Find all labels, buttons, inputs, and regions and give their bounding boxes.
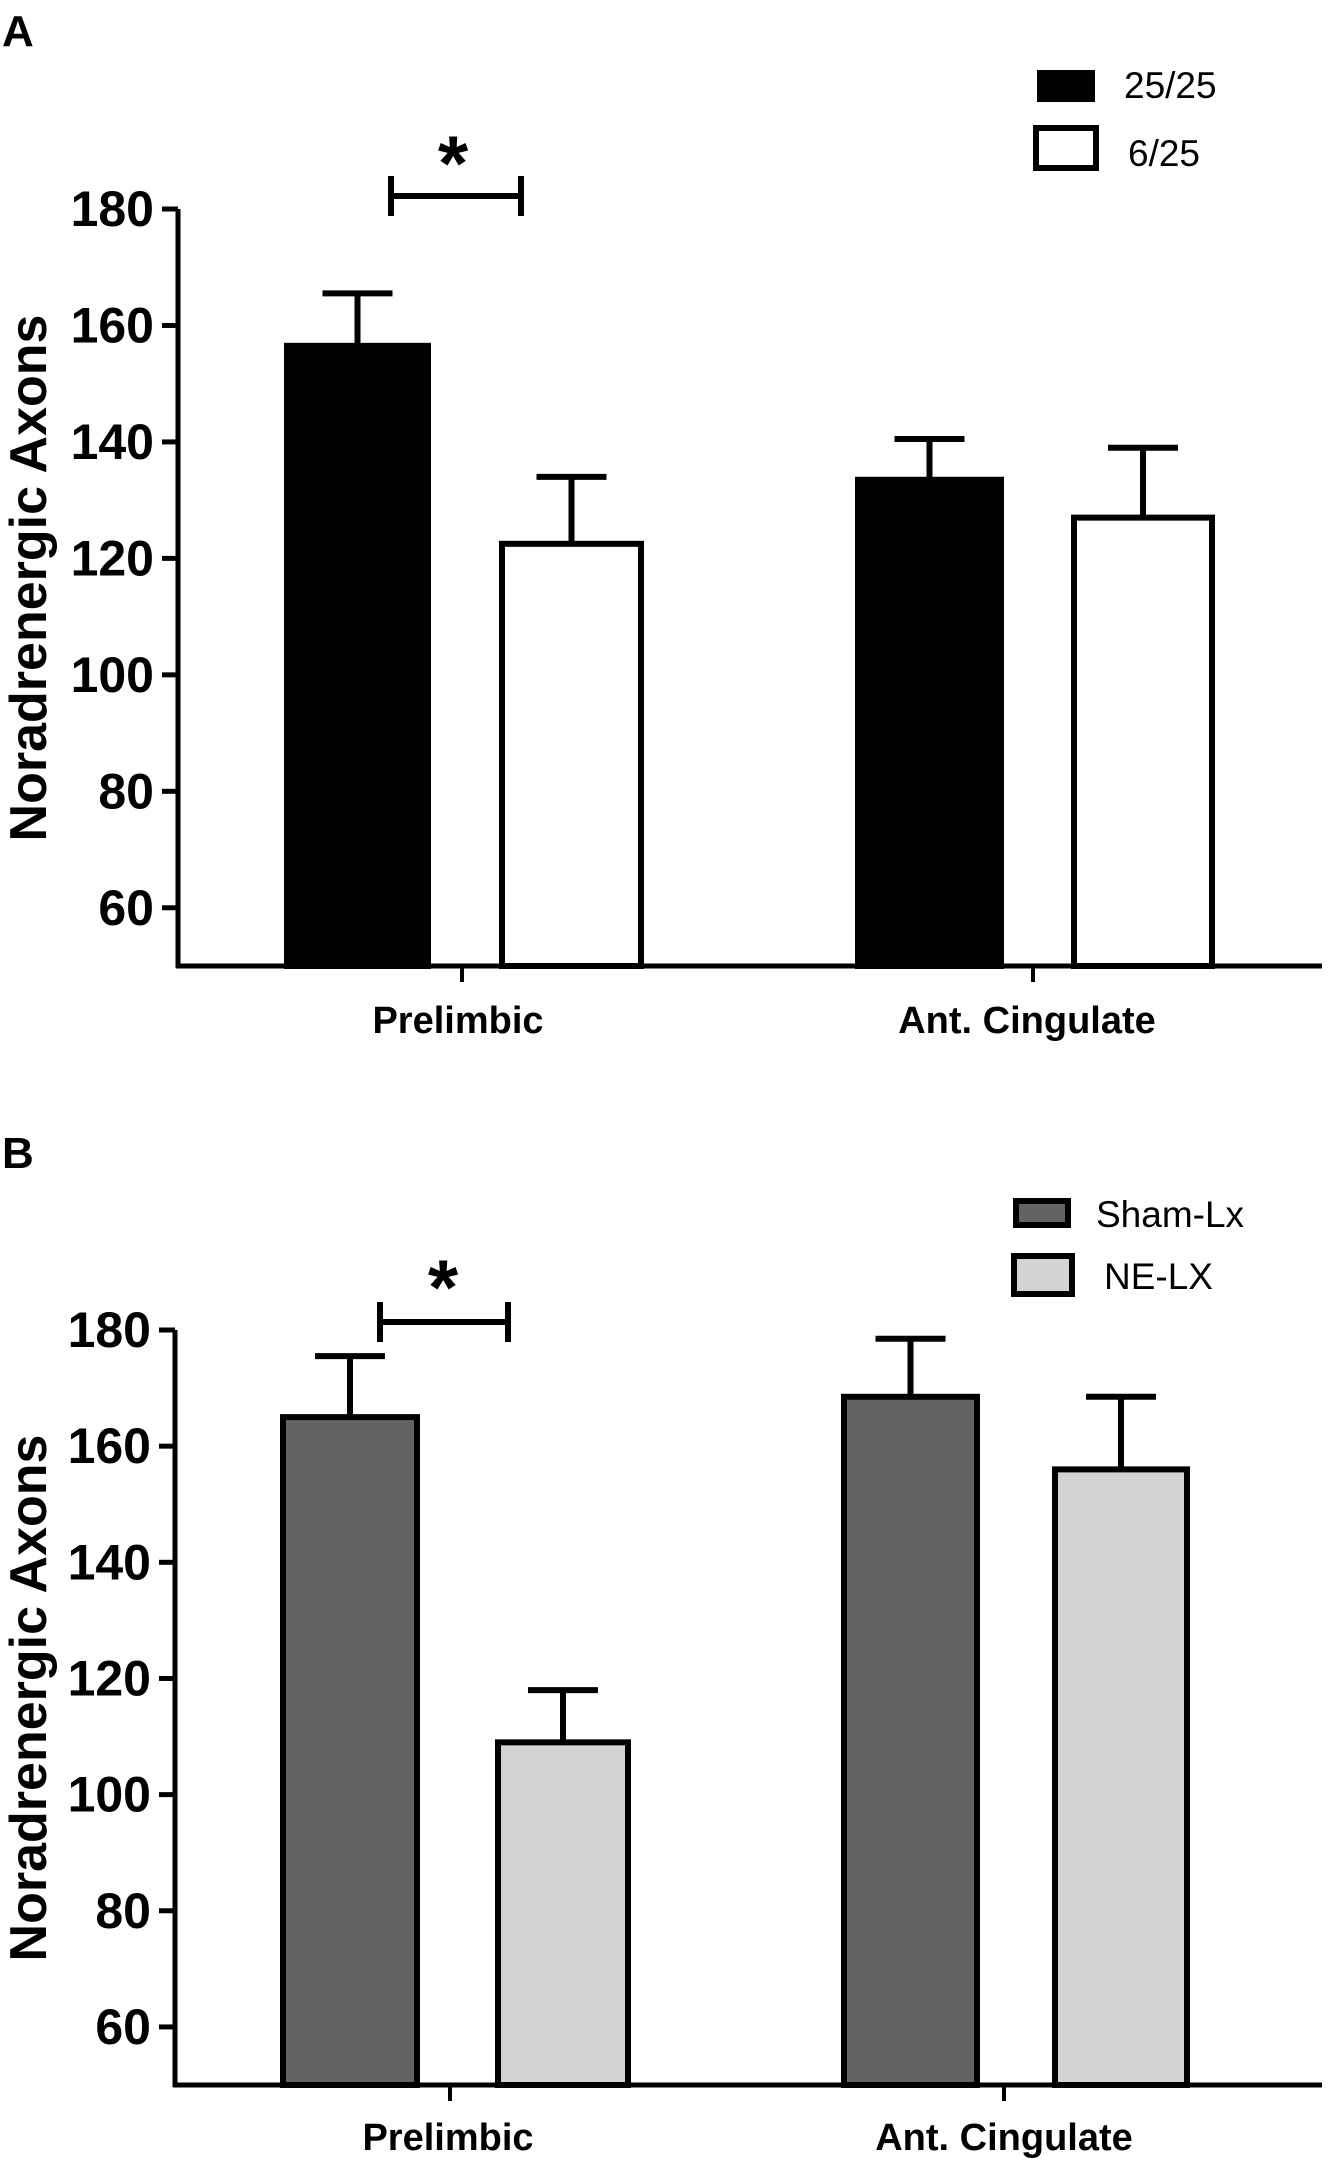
y-tick-label: 140 (71, 414, 154, 470)
axes (172, 1330, 1322, 2101)
bar-6-25-prelimbic (499, 540, 644, 969)
panel-b: B Noradrenergic Axons 60 80 100 120 140 160 18… (0, 1129, 1322, 2159)
legend-swatch-ne-lx (1011, 1253, 1075, 1297)
y-axis-label: Noradrenergic Axons (0, 1435, 58, 1962)
y-tick-label: 100 (68, 1767, 151, 1823)
y-tick-label: 80 (95, 1883, 151, 1939)
bar-sham-lx-ant-cingulate (841, 1393, 980, 2088)
y-ticks: 60 80 100 120 140 160 180 (68, 1302, 175, 2055)
bar-25-25-ant-cingulate (855, 476, 1004, 969)
category-label-prelimbic: Prelimbic (372, 1000, 543, 1042)
y-tick-label: 120 (71, 530, 154, 586)
bar-6-25-ant-cingulate (1071, 514, 1215, 969)
significance-annotation: * (388, 119, 524, 216)
legend-label: NE-LX (1104, 1256, 1213, 1297)
legend: 25/25 6/25 (1033, 65, 1217, 174)
category-label-prelimbic: Prelimbic (362, 2117, 533, 2159)
y-tick-label: 140 (68, 1534, 151, 1590)
bar-sham-lx-prelimbic (280, 1414, 420, 2088)
legend-label: Sham-Lx (1096, 1194, 1245, 1235)
legend-swatch-6-25 (1033, 125, 1099, 171)
bars (280, 1393, 1190, 2089)
y-tick-label: 60 (98, 880, 154, 936)
panel-a: A Noradrenergic Axons 60 80 100 120 140 160 18… (0, 7, 1322, 1042)
legend-label: 6/25 (1128, 133, 1200, 174)
category-label-ant-cingulate: Ant. Cingulate (875, 2117, 1133, 2159)
y-axis-label: Noradrenergic Axons (0, 315, 58, 842)
bar-25-25-prelimbic (284, 342, 431, 970)
bars (284, 342, 1215, 970)
y-ticks: 60 80 100 120 140 160 180 (71, 181, 178, 936)
y-tick-label: 180 (68, 1302, 151, 1358)
y-tick-label: 60 (95, 1999, 151, 2055)
error-bars (322, 290, 1178, 544)
legend-label: 25/25 (1124, 65, 1217, 106)
legend-swatch-sham-lx (1013, 1198, 1071, 1228)
axes (175, 209, 1322, 982)
panel-label: A (2, 7, 34, 56)
category-label-ant-cingulate: Ant. Cingulate (898, 1000, 1156, 1042)
y-tick-label: 160 (68, 1418, 151, 1474)
y-tick-label: 80 (98, 763, 154, 819)
significance-star: * (438, 119, 469, 207)
error-bars (315, 1335, 1156, 1743)
bar-ne-lx-ant-cingulate (1052, 1466, 1190, 2088)
y-tick-label: 120 (68, 1650, 151, 1706)
legend-swatch-25-25 (1037, 70, 1095, 102)
legend: Sham-Lx NE-LX (1011, 1194, 1245, 1297)
y-tick-label: 180 (71, 181, 154, 237)
panel-label: B (2, 1129, 34, 1178)
significance-annotation: * (377, 1243, 511, 1342)
y-tick-label: 160 (71, 297, 154, 353)
bar-ne-lx-prelimbic (495, 1739, 631, 2089)
significance-star: * (428, 1243, 459, 1331)
y-tick-label: 100 (71, 647, 154, 703)
